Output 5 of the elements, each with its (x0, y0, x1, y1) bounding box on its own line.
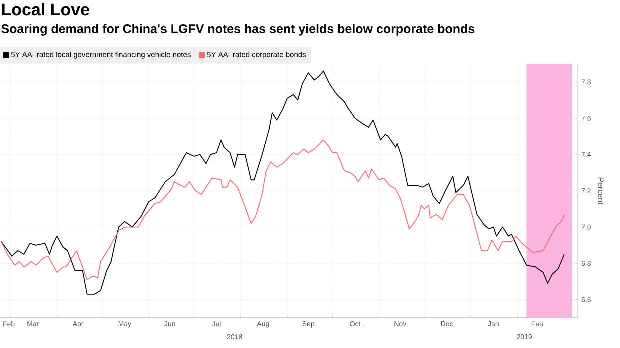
y-axis-title: Percent (598, 178, 604, 205)
line-series (1, 140, 565, 280)
line-series (1, 70, 565, 295)
chart-title: Local Love (2, 3, 90, 16)
chart-subtitle: Soaring demand for China's LGFV notes has sent yields below corporate bonds (2, 24, 475, 36)
